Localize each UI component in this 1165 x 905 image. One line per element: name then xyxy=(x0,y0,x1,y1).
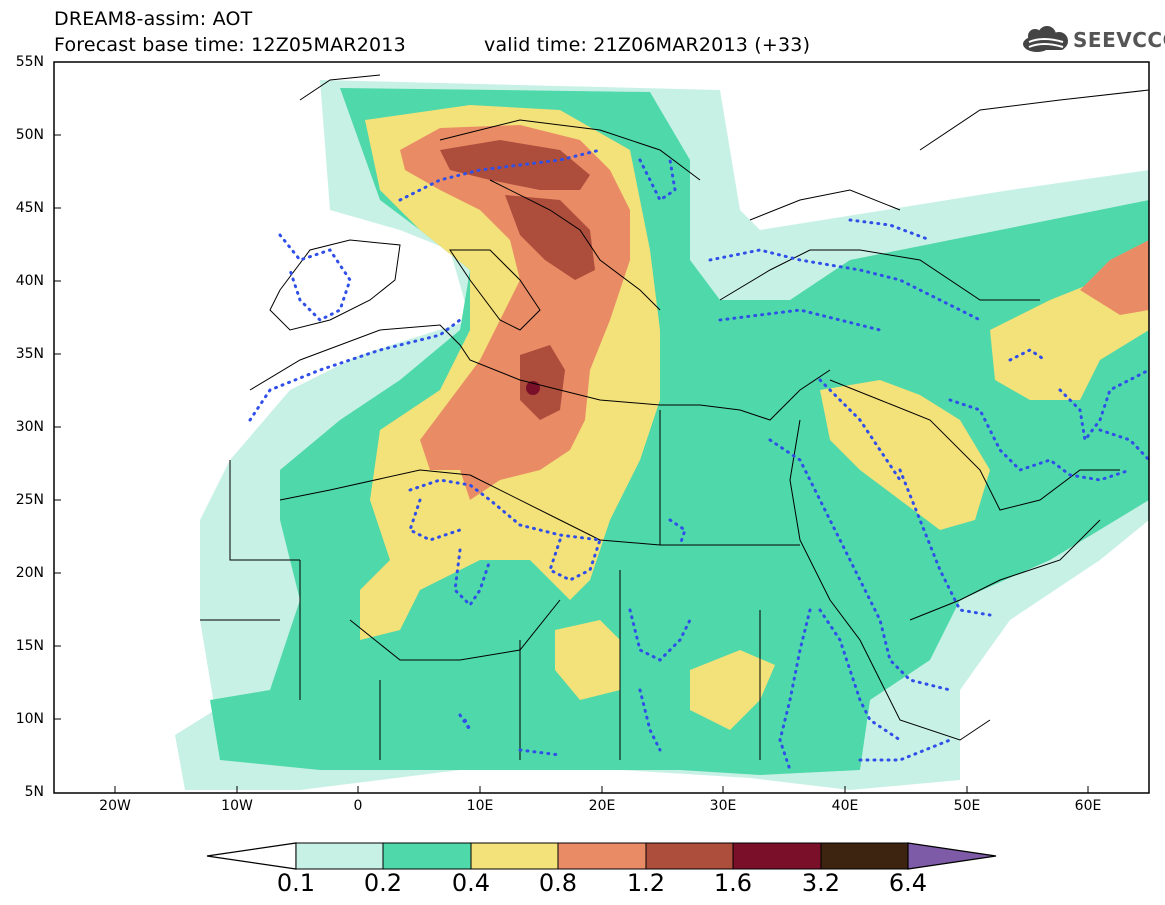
colorbar-bin-4 xyxy=(557,842,647,870)
colorbar-label: 0.8 xyxy=(538,869,578,897)
aot-contour-1-2-adriatic xyxy=(505,195,595,280)
colorbar-label: 0.4 xyxy=(451,869,491,897)
aot-contour-0-4-chad xyxy=(555,620,620,700)
coastlines xyxy=(200,74,1149,760)
y-tick-label: 30N xyxy=(15,419,44,435)
y-tick-label: 35N xyxy=(15,346,44,362)
aot-contour-0-8-iran xyxy=(1080,240,1149,315)
aot-contour-0-4-arabia xyxy=(820,380,990,530)
x-tick-label: 60E xyxy=(1074,798,1102,814)
cloud-logo-icon xyxy=(1023,26,1068,52)
colorbar-bin-7 xyxy=(820,842,909,870)
aot-contour-0-4-sudan xyxy=(690,650,775,730)
colorbar xyxy=(206,842,997,870)
colorbar-bin-2 xyxy=(382,842,472,870)
y-tick-label: 45N xyxy=(15,200,44,216)
axis-ticks xyxy=(54,61,1089,793)
x-tick-label: 10E xyxy=(466,798,494,814)
y-tick-label: 15N xyxy=(15,638,44,654)
colorbar-label: 3.2 xyxy=(801,869,841,897)
valid-time: valid time: 21Z06MAR2013 (+33) xyxy=(484,34,811,56)
colorbar-low-arrow xyxy=(206,842,297,870)
colorbar-label: 1.2 xyxy=(626,869,666,897)
y-tick-label: 40N xyxy=(15,273,44,289)
chart-title: DREAM8-assim: AOT xyxy=(54,8,253,30)
colorbar-label: 6.4 xyxy=(888,869,928,897)
forecast-base-time: Forecast base time: 12Z05MAR2013 xyxy=(54,34,406,56)
colorbar-label: 1.6 xyxy=(713,869,753,897)
y-tick-label: 10N xyxy=(15,711,44,727)
x-tick-label: 30E xyxy=(709,798,737,814)
colorbar-label: 0.1 xyxy=(276,869,316,897)
colorbar-bin-5 xyxy=(645,842,734,870)
y-tick-label: 50N xyxy=(15,127,44,143)
colorbar-bin-3 xyxy=(470,842,559,870)
colorbar-bin-1 xyxy=(295,842,384,870)
aot-contour-1-2-libya xyxy=(520,345,565,420)
dotted-contours xyxy=(248,148,1149,772)
x-tick-label: 20W xyxy=(99,798,131,814)
y-tick-label: 5N xyxy=(24,784,44,800)
colorbar-high-arrow xyxy=(907,842,997,870)
seevccc-logo-text: SEEVCCC xyxy=(1073,28,1165,52)
colorbar-bin-6 xyxy=(732,842,822,870)
y-tick-label: 55N xyxy=(15,54,44,70)
y-tick-label: 20N xyxy=(15,565,44,581)
x-tick-label: 40E xyxy=(831,798,859,814)
y-tick-label: 25N xyxy=(15,492,44,508)
aot-contour-0-2 xyxy=(210,88,1149,775)
colorbar-label: 0.2 xyxy=(363,869,403,897)
x-tick-label: 10W xyxy=(221,798,253,814)
x-tick-label: 20E xyxy=(588,798,616,814)
x-tick-label: 50E xyxy=(953,798,981,814)
x-tick-label: 0 xyxy=(353,798,363,814)
